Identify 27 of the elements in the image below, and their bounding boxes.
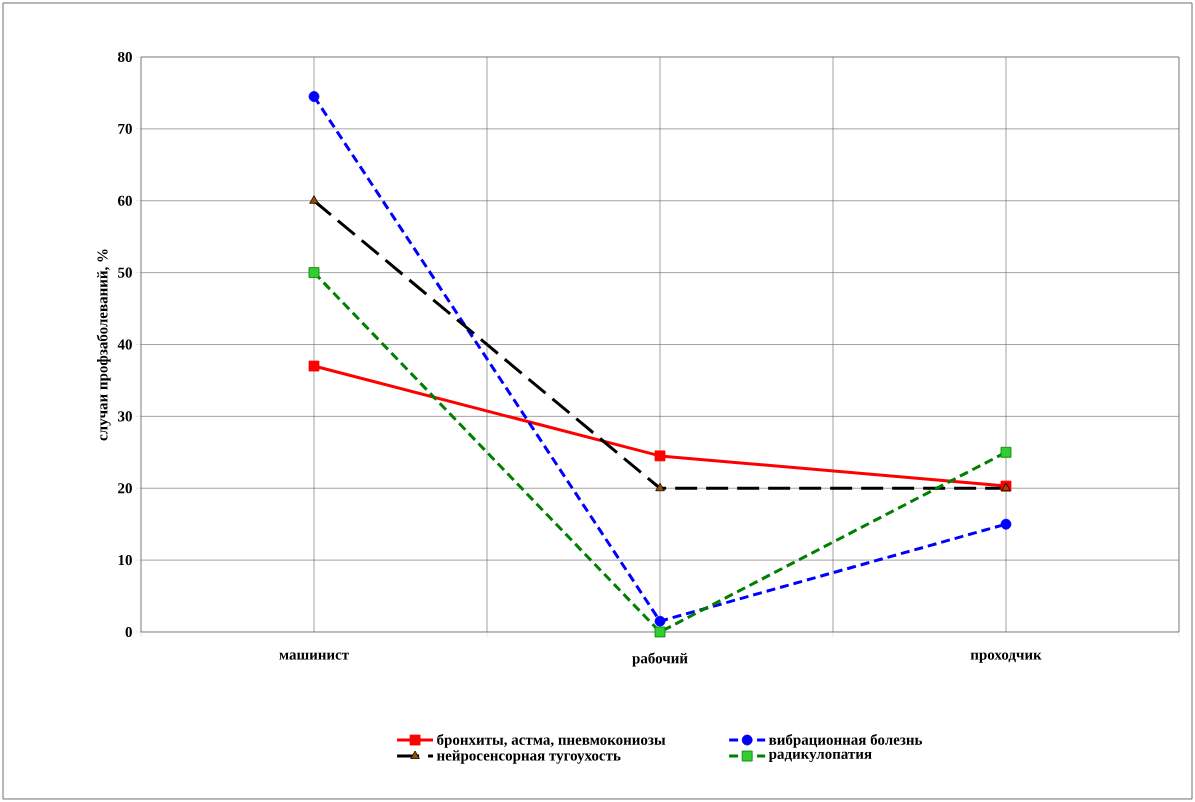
y-tick-label: 60 — [118, 195, 132, 206]
point — [1000, 518, 1012, 530]
y-tick-label: 0 — [125, 626, 132, 638]
y-axis-title: случаи профзаболеваний, % — [96, 249, 111, 441]
point — [654, 626, 666, 638]
point — [308, 360, 320, 372]
legend-label: радикулопатия — [768, 751, 872, 763]
point — [655, 482, 665, 492]
y-tick-label: 20 — [118, 483, 132, 494]
legend-label: нейросенсорная тугоухость — [436, 750, 621, 764]
point — [654, 450, 666, 462]
point — [308, 91, 320, 102]
legend-label: вибрационная болезнь — [769, 733, 923, 748]
y-tick-label: 50 — [118, 267, 132, 278]
legend-label: бронхиты, астма, пневмокониозы — [437, 733, 666, 748]
y-tick-label: 30 — [118, 411, 132, 422]
point — [308, 267, 320, 279]
y-tick-label: 40 — [117, 339, 132, 350]
y-tick-label: 10 — [118, 555, 132, 566]
y-tick-label: 80 — [117, 51, 132, 63]
point — [309, 195, 319, 204]
point — [1000, 446, 1012, 458]
point — [654, 615, 666, 627]
x-tick-label: рабочий — [632, 652, 688, 667]
x-tick-label: проходчик — [970, 652, 1042, 663]
y-tick-label: 70 — [118, 123, 132, 134]
x-tick-label: машинист — [279, 652, 349, 660]
